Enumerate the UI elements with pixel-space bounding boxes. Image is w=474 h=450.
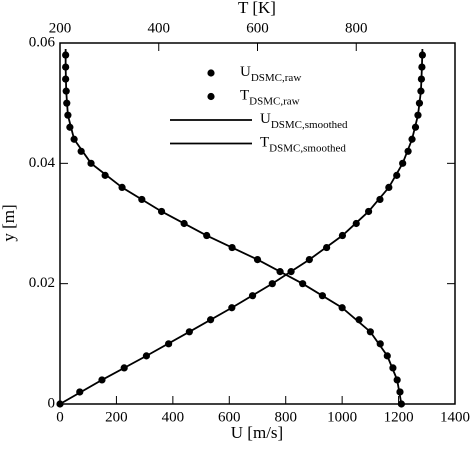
x-axis-title: U [m/s] (231, 423, 283, 442)
y-tick-label: 0.02 (29, 275, 55, 291)
x-tick-label: 1000 (327, 409, 357, 425)
x-tick-label: 800 (274, 409, 297, 425)
x-tick-label: 1400 (440, 409, 470, 425)
x-tick-label: 600 (218, 409, 241, 425)
y-axis-title: y [m] (0, 204, 18, 241)
x-tick-label: 0 (56, 409, 64, 425)
x-tick-label: 1200 (384, 409, 414, 425)
legend-marker (207, 92, 215, 101)
legend-subscript: DSMC,smoothed (269, 142, 346, 154)
data-point (397, 400, 405, 408)
legend-subscript: DSMC,raw (249, 95, 299, 107)
data-line (64, 49, 403, 405)
data-line (59, 48, 424, 405)
legend-label: TDSMC,raw (240, 88, 300, 107)
legend-name: T (260, 135, 269, 151)
x-tick-label: 400 (162, 409, 185, 425)
legend-name: U (260, 111, 271, 127)
x-tick-label: 200 (105, 409, 128, 425)
x2-tick-label: 200 (49, 20, 72, 36)
legend-subscript: DSMC,smoothed (271, 119, 348, 131)
y-tick-label: 0.04 (29, 155, 56, 171)
x2-tick-label: 600 (246, 20, 269, 36)
x2-axis-title: T [K] (238, 0, 276, 17)
legend-label: UDSMC,raw (240, 64, 301, 83)
legend-name: T (240, 88, 249, 104)
legend-name: U (240, 64, 251, 80)
y-tick-label: 0.06 (29, 34, 56, 50)
x2-tick-label: 400 (148, 20, 171, 36)
y-tick-label: 0 (48, 395, 56, 411)
x2-tick-label: 800 (345, 20, 368, 36)
legend-subscript: DSMC,raw (251, 72, 301, 84)
legend-label: UDSMC,smoothed (260, 111, 348, 130)
legend-marker (207, 69, 215, 77)
legend-label: TDSMC,smoothed (260, 135, 346, 154)
